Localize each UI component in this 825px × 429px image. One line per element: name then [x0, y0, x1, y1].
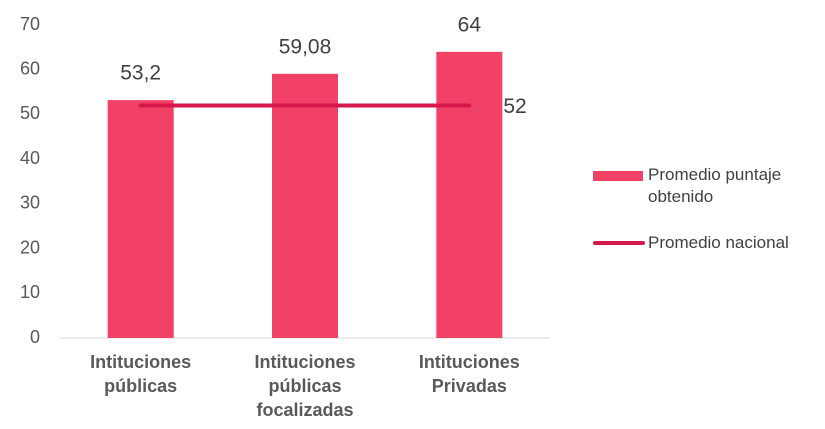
x-tick-label: Intituciones públicas focalizadas [254, 352, 356, 420]
x-tick-label: Intituciones públicas [90, 352, 192, 396]
y-tick-label: 20 [20, 237, 40, 257]
bar [436, 51, 503, 338]
y-tick-label: 60 [20, 58, 40, 78]
bar [107, 100, 174, 339]
legend-label: Promedio puntaje obtenido [648, 165, 782, 206]
data-label: 59,08 [279, 35, 332, 58]
bar [272, 73, 338, 338]
data-label: 64 [458, 13, 482, 36]
y-tick-label: 10 [20, 282, 40, 302]
y-tick-label: 30 [20, 193, 40, 213]
data-label: 53,2 [120, 62, 161, 85]
legend-label: Promedio nacional [648, 233, 789, 252]
y-tick-label: 40 [20, 148, 40, 168]
y-tick-label: 0 [30, 327, 40, 347]
data-label: 52 [503, 95, 526, 118]
y-tick-label: 70 [20, 14, 40, 34]
y-tick-label: 50 [20, 103, 40, 123]
legend-swatch [593, 171, 643, 181]
x-tick-label: Intituciones Privadas [418, 352, 520, 396]
